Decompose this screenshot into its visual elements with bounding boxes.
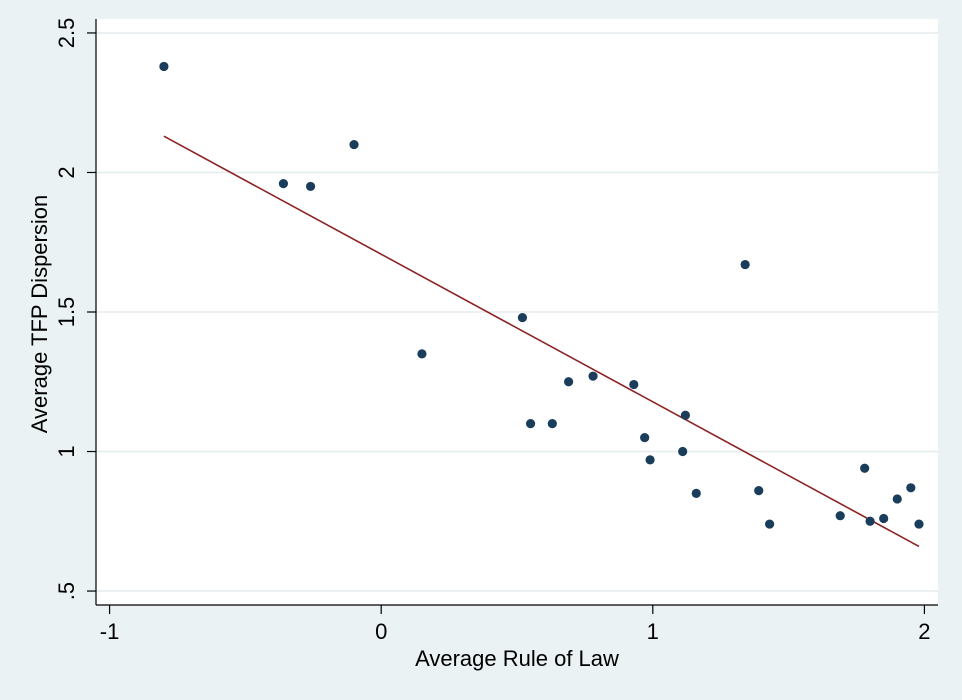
data-point [765, 519, 775, 529]
data-point [835, 511, 845, 521]
grid-lines [96, 32, 938, 592]
x-tick-label: 2 [918, 619, 930, 644]
y-axis-title: Average TFP Dispersion [27, 195, 52, 433]
data-point [564, 377, 574, 387]
data-point [879, 513, 889, 524]
data-point [517, 312, 528, 323]
x-tick-label: 1 [647, 619, 659, 644]
data-point [678, 446, 688, 457]
data-point [680, 410, 691, 420]
y-tick-label: 1 [54, 445, 79, 457]
x-ticks: -1 0 1 2 [100, 605, 931, 644]
data-point [860, 463, 870, 473]
y-tick-label: 1.5 [54, 297, 79, 328]
fitted-line [163, 135, 920, 548]
data-point [547, 419, 557, 429]
data-point [525, 419, 536, 429]
data-point [892, 494, 902, 504]
data-point [349, 139, 359, 150]
data-point [305, 181, 316, 192]
data-point [691, 488, 701, 498]
fit-line-group [163, 135, 920, 548]
scatter-points [159, 61, 924, 529]
data-point [906, 483, 916, 493]
x-tick-label: 0 [375, 619, 387, 644]
data-point [159, 61, 169, 72]
x-axis-title: Average Rule of Law [415, 646, 619, 671]
y-tick-label: .5 [54, 582, 79, 600]
y-ticks: .5 1 1.5 2 2.5 [54, 18, 96, 600]
data-point [865, 516, 875, 526]
data-point [588, 371, 598, 381]
data-point [754, 485, 764, 496]
data-point [629, 379, 639, 390]
data-point [914, 519, 924, 529]
y-tick-label: 2 [54, 166, 79, 178]
data-point [640, 432, 650, 443]
y-tick-label: 2.5 [54, 18, 79, 49]
data-point [278, 179, 289, 189]
data-point [740, 259, 750, 270]
x-tick-label: -1 [100, 619, 120, 644]
data-point [417, 349, 427, 359]
data-point [645, 455, 655, 465]
